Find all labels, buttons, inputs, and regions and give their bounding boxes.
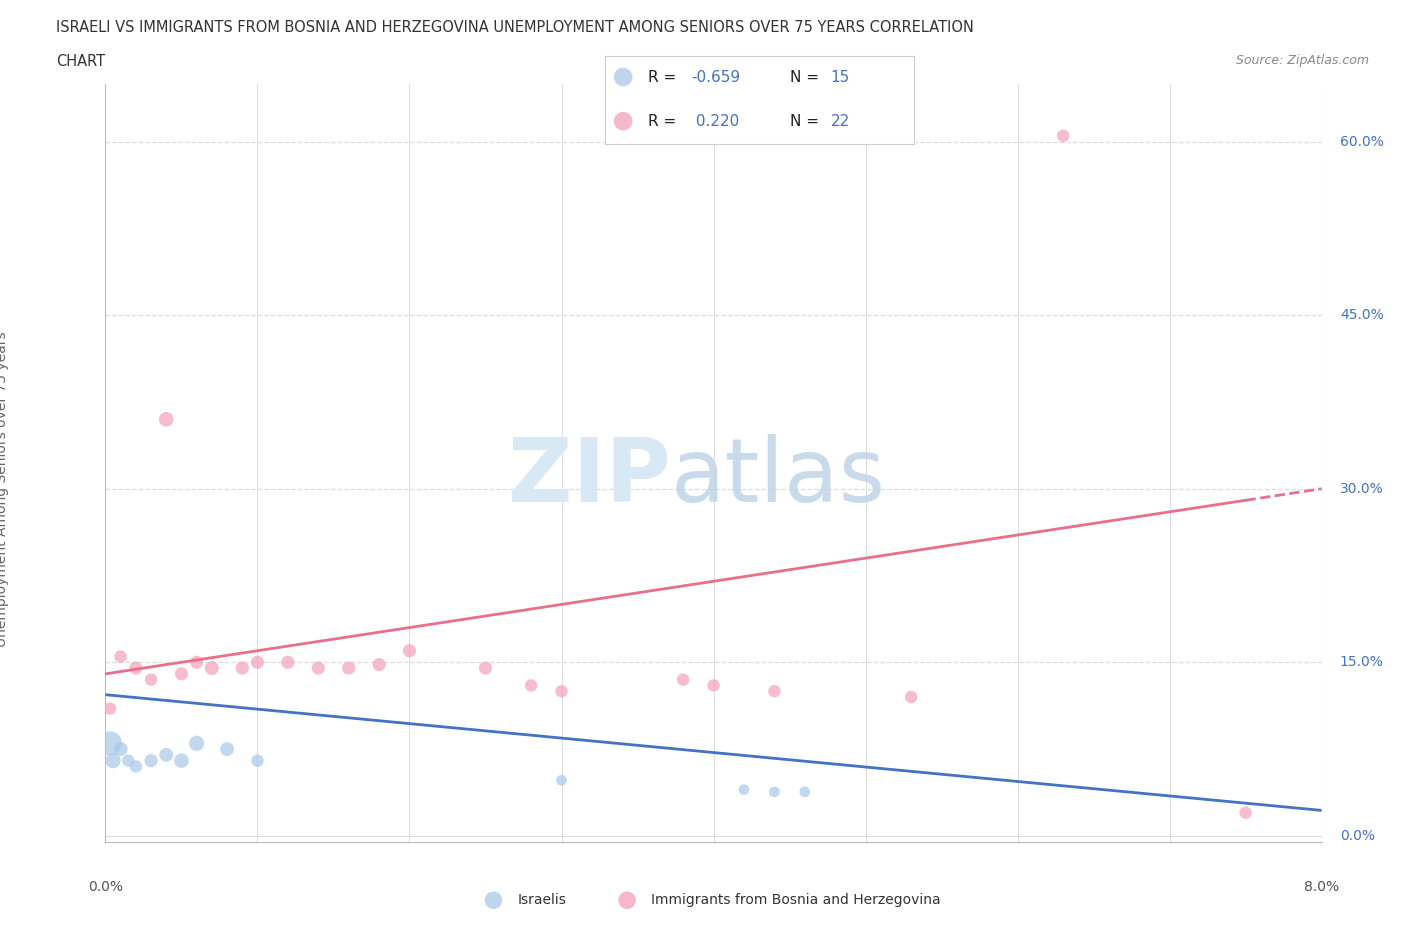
Point — [482, 893, 505, 908]
Text: 30.0%: 30.0% — [1340, 482, 1384, 496]
Text: 0.0%: 0.0% — [89, 880, 122, 894]
Text: -0.659: -0.659 — [692, 70, 741, 85]
Point — [277, 655, 299, 670]
Point — [900, 689, 922, 704]
Text: ZIP: ZIP — [508, 434, 671, 522]
Point — [1052, 128, 1074, 143]
Point — [702, 678, 725, 693]
Point — [117, 753, 139, 768]
Point — [139, 672, 162, 687]
Point — [155, 748, 177, 763]
Point — [217, 741, 239, 756]
Point — [616, 893, 638, 908]
Point — [155, 412, 177, 427]
Point — [98, 736, 121, 751]
Point — [246, 753, 269, 768]
Text: R =: R = — [648, 70, 681, 85]
Text: R =: R = — [648, 113, 681, 128]
Point — [307, 660, 329, 675]
Point — [672, 672, 695, 687]
Point — [246, 655, 269, 670]
Point — [474, 660, 496, 675]
Text: 60.0%: 60.0% — [1340, 135, 1384, 149]
Text: Unemployment Among Seniors over 75 years: Unemployment Among Seniors over 75 years — [0, 331, 8, 646]
Text: N =: N = — [790, 113, 824, 128]
Point — [170, 753, 193, 768]
Text: CHART: CHART — [56, 54, 105, 69]
Point — [520, 678, 543, 693]
Point — [186, 736, 208, 751]
Point — [110, 649, 132, 664]
Point — [186, 655, 208, 670]
Point — [793, 784, 815, 799]
Point — [398, 644, 420, 658]
Point — [201, 660, 224, 675]
Point — [733, 782, 755, 797]
Text: 0.220: 0.220 — [692, 113, 740, 128]
Text: Source: ZipAtlas.com: Source: ZipAtlas.com — [1236, 54, 1369, 67]
Text: N =: N = — [790, 70, 824, 85]
Text: 0.0%: 0.0% — [1340, 829, 1375, 843]
Point — [763, 784, 786, 799]
Text: atlas: atlas — [671, 434, 886, 522]
Point — [763, 684, 786, 698]
Text: ISRAELI VS IMMIGRANTS FROM BOSNIA AND HERZEGOVINA UNEMPLOYMENT AMONG SENIORS OVE: ISRAELI VS IMMIGRANTS FROM BOSNIA AND HE… — [56, 20, 974, 35]
Text: 22: 22 — [831, 113, 849, 128]
Text: 8.0%: 8.0% — [1305, 880, 1339, 894]
Point — [368, 658, 391, 672]
Text: 15.0%: 15.0% — [1340, 656, 1384, 670]
Point — [139, 753, 162, 768]
Point — [125, 759, 148, 774]
Point — [170, 667, 193, 682]
Point — [337, 660, 360, 675]
Point — [98, 701, 121, 716]
Text: 45.0%: 45.0% — [1340, 308, 1384, 322]
Point — [550, 773, 572, 788]
Point — [231, 660, 253, 675]
Text: Immigrants from Bosnia and Herzegovina: Immigrants from Bosnia and Herzegovina — [651, 893, 941, 908]
Point — [125, 660, 148, 675]
Point — [101, 753, 124, 768]
Point — [550, 684, 572, 698]
Text: 15: 15 — [831, 70, 849, 85]
Text: Israelis: Israelis — [517, 893, 567, 908]
Point — [1234, 805, 1257, 820]
Point — [612, 70, 634, 85]
Point — [110, 741, 132, 756]
Point — [612, 113, 634, 128]
